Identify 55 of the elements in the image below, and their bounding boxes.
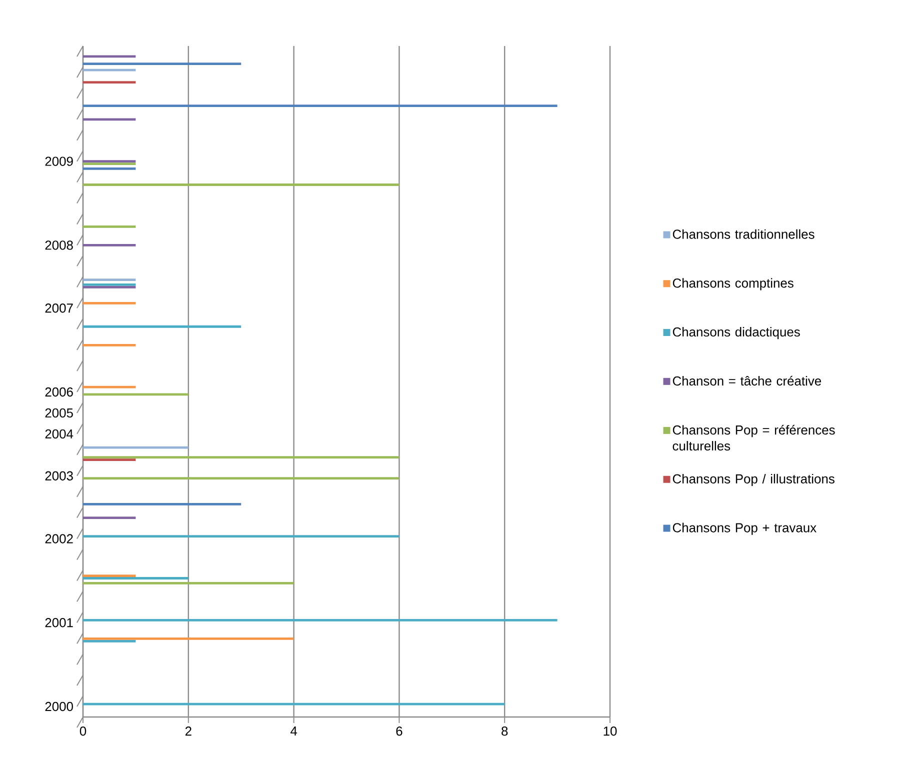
bar bbox=[83, 244, 136, 246]
legend-label: Chansons Pop + travaux bbox=[672, 522, 816, 535]
bar bbox=[83, 167, 136, 170]
legend-label: Chansons Pop = références culturelles bbox=[672, 424, 835, 451]
bar bbox=[83, 283, 136, 286]
y-tick-label: 2001 bbox=[45, 618, 73, 628]
bar bbox=[83, 619, 558, 622]
bar bbox=[83, 160, 136, 163]
y-tick-label: 2003 bbox=[45, 471, 73, 480]
bar bbox=[83, 702, 505, 706]
legend-label: Chansons traditionnelles bbox=[672, 229, 814, 239]
bar bbox=[83, 456, 400, 459]
bar bbox=[83, 325, 242, 328]
bar bbox=[83, 104, 558, 107]
bar bbox=[83, 502, 242, 506]
legend-label: Chansons Pop / illustrations bbox=[672, 474, 834, 486]
bar bbox=[83, 286, 136, 288]
legend-label: Chansons didactiques bbox=[672, 327, 800, 340]
y-tick-label: 2009 bbox=[45, 156, 73, 166]
bar bbox=[83, 302, 136, 304]
bar bbox=[83, 577, 188, 580]
y-tick-label: 2005 bbox=[45, 408, 73, 418]
bar bbox=[83, 344, 136, 346]
bar bbox=[83, 535, 400, 538]
bar bbox=[83, 477, 400, 480]
bar bbox=[83, 81, 136, 84]
legend-label: Chanson = tâche créative bbox=[672, 376, 822, 386]
bar bbox=[83, 516, 136, 520]
x-tick-label: 6 bbox=[396, 726, 402, 736]
legend-label: Chansons comptines bbox=[672, 278, 794, 290]
y-tick-label: 2002 bbox=[45, 534, 73, 544]
bar bbox=[83, 68, 136, 72]
bar bbox=[83, 278, 136, 281]
x-tick-label: 8 bbox=[502, 726, 508, 736]
bar bbox=[83, 638, 294, 640]
bar bbox=[83, 225, 136, 228]
x-tick-label: 4 bbox=[290, 726, 298, 736]
bar bbox=[83, 458, 136, 461]
bar bbox=[83, 393, 188, 396]
bar bbox=[83, 574, 136, 578]
bar bbox=[83, 640, 136, 642]
y-tick-label: 2007 bbox=[45, 304, 73, 313]
x-tick-label: 2 bbox=[185, 726, 192, 736]
y-tick-label: 2004 bbox=[45, 429, 74, 439]
bar bbox=[83, 386, 136, 388]
y-tick-label: 2006 bbox=[45, 387, 73, 397]
y-tick-label: 2000 bbox=[45, 702, 73, 712]
x-tick-label: 0 bbox=[80, 726, 86, 736]
bar bbox=[83, 582, 294, 584]
bar bbox=[83, 162, 136, 165]
bar bbox=[83, 184, 400, 186]
bar bbox=[83, 62, 242, 66]
bar bbox=[83, 118, 136, 121]
x-tick-label: 10 bbox=[604, 726, 617, 736]
y-tick-label: 2008 bbox=[45, 240, 73, 250]
